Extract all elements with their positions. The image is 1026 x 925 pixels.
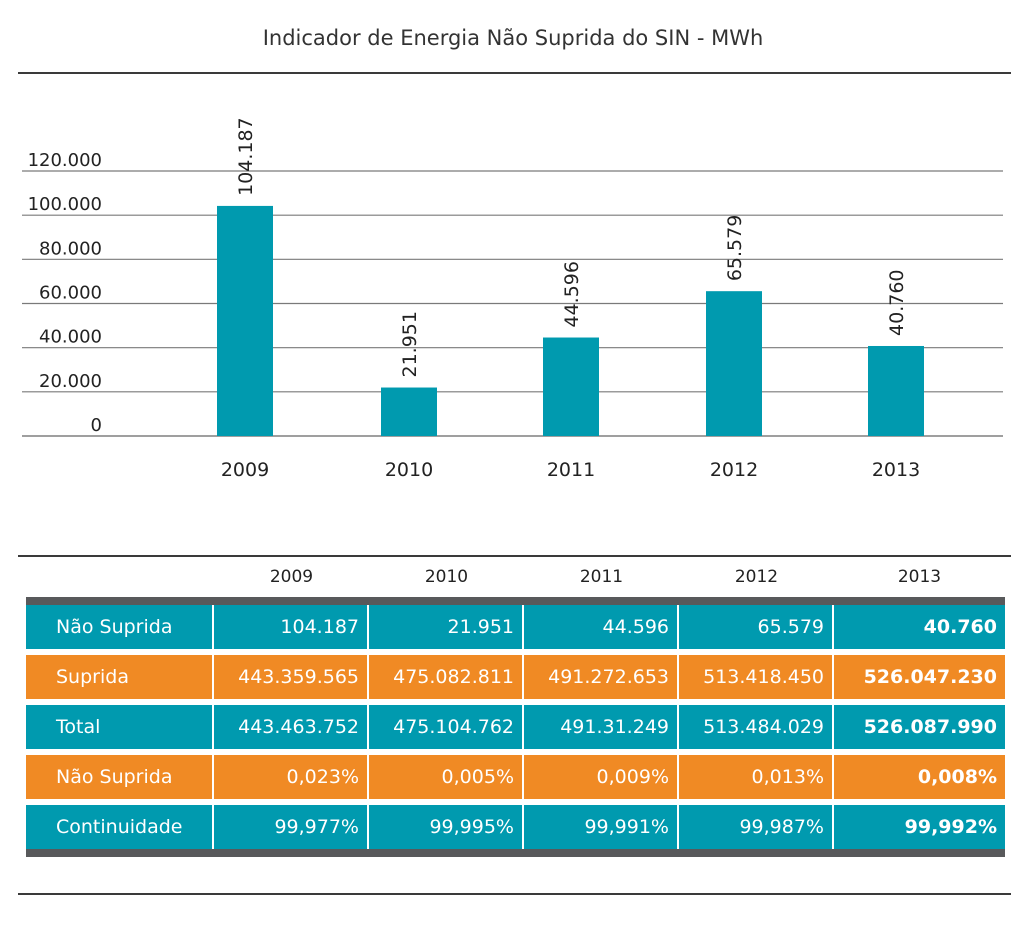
bar-2009 bbox=[217, 205, 273, 436]
y-tick-label: 120.000 bbox=[28, 150, 102, 171]
table-cell: 99,987% bbox=[679, 805, 834, 849]
row-label: Não Suprida bbox=[26, 755, 214, 805]
bar-data-label: 40.760 bbox=[886, 270, 908, 336]
table-cell: 0,009% bbox=[524, 755, 679, 805]
table-cell: 99,991% bbox=[524, 805, 679, 849]
row-label: Total bbox=[26, 705, 214, 755]
table-cell: 0,023% bbox=[214, 755, 369, 805]
table-row: Não Suprida 0,023% 0,005% 0,009% 0,013% … bbox=[26, 755, 1005, 805]
table-cell: 513.484.029 bbox=[679, 705, 834, 755]
grid-lines bbox=[22, 170, 1003, 437]
y-tick-label: 40.000 bbox=[39, 327, 102, 348]
table-cell: 0,005% bbox=[369, 755, 524, 805]
y-axis-ticks: 0 20.000 40.000 60.000 80.000 100.000 120.000 bbox=[28, 150, 102, 436]
data-labels: 104.187 21.951 44.596 65.579 40.760 bbox=[235, 117, 908, 377]
header-empty bbox=[26, 557, 214, 597]
x-category-label: 2009 bbox=[221, 459, 269, 481]
x-axis-categories: 2009 2010 2011 2012 2013 bbox=[221, 459, 920, 481]
bar-2012 bbox=[706, 291, 762, 436]
table-row: Suprida 443.359.565 475.082.811 491.272.… bbox=[26, 655, 1005, 705]
table-bottom-rule bbox=[18, 893, 1011, 895]
bars bbox=[217, 205, 924, 436]
bar-2013 bbox=[868, 345, 924, 436]
bar-data-label: 44.596 bbox=[561, 261, 583, 327]
table-cell: 443.359.565 bbox=[214, 655, 369, 705]
table-row: Não Suprida 104.187 21.951 44.596 65.579… bbox=[26, 605, 1005, 655]
table-cell: 491.272.653 bbox=[524, 655, 679, 705]
title-divider bbox=[18, 72, 1011, 74]
table-cell: 99,992% bbox=[834, 805, 1005, 849]
y-tick-label: 20.000 bbox=[39, 371, 102, 392]
table-cell: 40.760 bbox=[834, 605, 1005, 655]
header-2011: 2011 bbox=[524, 557, 679, 597]
bar-2010 bbox=[381, 387, 437, 436]
x-category-label: 2010 bbox=[385, 459, 433, 481]
table-row: Total 443.463.752 475.104.762 491.31.249… bbox=[26, 705, 1005, 755]
y-tick-label: 60.000 bbox=[39, 283, 102, 304]
bar-data-label: 21.951 bbox=[399, 311, 421, 377]
table-cell: 44.596 bbox=[524, 605, 679, 655]
table-cell: 443.463.752 bbox=[214, 705, 369, 755]
bar-data-label: 104.187 bbox=[235, 117, 257, 196]
table-cell: 526.087.990 bbox=[834, 705, 1005, 755]
x-category-label: 2013 bbox=[872, 459, 920, 481]
table-header-row: 2009 2010 2011 2012 2013 bbox=[26, 557, 1005, 597]
row-label: Suprida bbox=[26, 655, 214, 705]
bar-data-label: 65.579 bbox=[724, 215, 746, 281]
table-cell: 475.104.762 bbox=[369, 705, 524, 755]
header-2009: 2009 bbox=[214, 557, 369, 597]
y-tick-label: 0 bbox=[91, 415, 102, 436]
table-cell: 491.31.249 bbox=[524, 705, 679, 755]
table-row: Continuidade 99,977% 99,995% 99,991% 99,… bbox=[26, 805, 1005, 849]
bar-chart: 104.187 21.951 44.596 65.579 40.760 0 20.000 4… bbox=[22, 117, 1003, 481]
table-top-rule bbox=[18, 555, 1011, 557]
table-top-bar bbox=[26, 597, 1005, 605]
table-cell: 99,977% bbox=[214, 805, 369, 849]
bar-2011 bbox=[543, 337, 599, 436]
table-cell: 65.579 bbox=[679, 605, 834, 655]
header-2013: 2013 bbox=[834, 557, 1005, 597]
header-2010: 2010 bbox=[369, 557, 524, 597]
row-label: Continuidade bbox=[26, 805, 214, 849]
table-cell: 0,013% bbox=[679, 755, 834, 805]
table-bottom-bar bbox=[26, 849, 1005, 857]
table-cell: 475.082.811 bbox=[369, 655, 524, 705]
row-label: Não Suprida bbox=[26, 605, 214, 655]
table-cell: 0,008% bbox=[834, 755, 1005, 805]
table-cell: 526.047.230 bbox=[834, 655, 1005, 705]
table-cell: 104.187 bbox=[214, 605, 369, 655]
x-category-label: 2011 bbox=[547, 459, 595, 481]
chart-title: Indicador de Energia Não Suprida do SIN … bbox=[262, 26, 764, 50]
y-tick-label: 100.000 bbox=[28, 194, 102, 215]
table-cell: 21.951 bbox=[369, 605, 524, 655]
table-cell: 513.418.450 bbox=[679, 655, 834, 705]
x-category-label: 2012 bbox=[710, 459, 758, 481]
data-table: 2009 2010 2011 2012 2013 Não Suprida 104… bbox=[26, 557, 1005, 857]
header-2012: 2012 bbox=[679, 557, 834, 597]
y-tick-label: 80.000 bbox=[39, 238, 102, 259]
table-cell: 99,995% bbox=[369, 805, 524, 849]
